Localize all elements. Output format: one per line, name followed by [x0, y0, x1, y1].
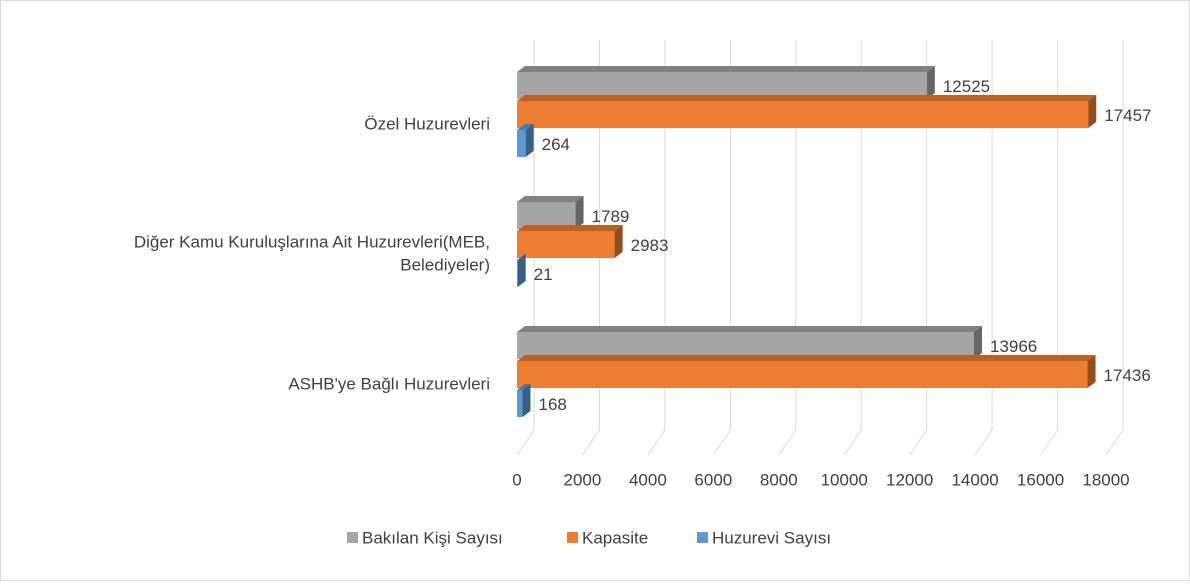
x-tick-label: 16000	[1017, 470, 1064, 489]
bar-front	[517, 332, 974, 359]
bar-side	[517, 254, 526, 287]
grid-line	[1040, 40, 1059, 456]
grid-line	[647, 40, 666, 456]
bar-front	[517, 202, 576, 229]
bar-top	[517, 326, 982, 332]
category-label: Diğer Kamu Kuruluşlarına Ait Huzurevleri…	[134, 233, 490, 275]
bar-side	[1088, 95, 1097, 128]
grid-line	[516, 40, 535, 456]
bar-top	[517, 254, 526, 260]
legend-label: Kapasite	[582, 528, 648, 547]
value-label: 168	[538, 395, 566, 414]
value-label: 12525	[943, 77, 990, 96]
bar-top	[517, 124, 534, 130]
bar	[517, 384, 531, 417]
bar	[517, 95, 1097, 128]
bar-top	[517, 355, 1096, 361]
bar	[517, 326, 982, 359]
bar-side	[522, 384, 531, 417]
bar-front	[517, 101, 1089, 128]
bar	[517, 355, 1096, 388]
x-tick-label: 8000	[760, 470, 798, 489]
x-tick-label: 2000	[564, 470, 602, 489]
bar-front	[517, 130, 526, 157]
x-tick-label: 4000	[629, 470, 667, 489]
category-label: Özel Huzurevleri	[364, 114, 490, 133]
bar-side	[525, 124, 534, 157]
grid-line	[712, 40, 731, 456]
value-label: 13966	[990, 337, 1037, 356]
bar-top	[517, 384, 531, 390]
bar-side	[575, 196, 584, 229]
bar	[517, 196, 584, 229]
x-tick-label: 18000	[1082, 470, 1129, 489]
bar	[517, 225, 623, 258]
bar	[517, 66, 935, 99]
x-tick-label: 12000	[886, 470, 933, 489]
legend-label: Bakılan Kişi Sayısı	[362, 528, 503, 547]
grid-line	[843, 40, 862, 456]
legend-swatch	[347, 532, 358, 543]
bar-top	[517, 66, 935, 72]
value-label: 264	[542, 135, 570, 154]
x-tick-label: 0	[512, 470, 521, 489]
value-label: 21	[534, 265, 553, 284]
legend-swatch	[697, 532, 708, 543]
grid-line	[778, 40, 797, 456]
bar-side	[973, 326, 982, 359]
bar-top	[517, 196, 584, 202]
bar-front	[517, 260, 518, 287]
grid-line	[582, 40, 600, 456]
grid-line	[1105, 40, 1124, 456]
bar	[517, 124, 534, 157]
bar-top	[517, 225, 623, 231]
x-tick-label: 14000	[951, 470, 998, 489]
x-tick-label: 10000	[821, 470, 868, 489]
bar-front	[517, 361, 1088, 388]
value-label: 17457	[1104, 106, 1151, 125]
grid-line	[974, 40, 993, 456]
value-label: 17436	[1104, 366, 1151, 385]
bar-front	[517, 390, 523, 417]
legend-label: Huzurevi Sayısı	[712, 528, 831, 547]
bar-side	[614, 225, 623, 258]
bar-side	[926, 66, 935, 99]
bar-top	[517, 95, 1097, 101]
value-label: 1789	[592, 207, 630, 226]
category-label: ASHB'ye Bağlı Huzurevleri	[288, 374, 490, 393]
bar	[517, 254, 526, 287]
x-tick-label: 6000	[694, 470, 732, 489]
bar-side	[1087, 355, 1096, 388]
value-label: 2983	[631, 236, 669, 255]
grid-line	[909, 40, 928, 456]
bar-front	[517, 231, 615, 258]
bar-front	[517, 72, 927, 99]
legend-swatch	[567, 532, 578, 543]
